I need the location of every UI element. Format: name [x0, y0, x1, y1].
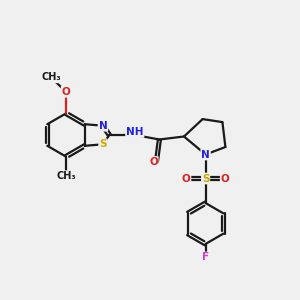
- Text: F: F: [202, 252, 209, 262]
- Text: N: N: [201, 149, 210, 160]
- Text: N: N: [99, 121, 107, 131]
- Text: NH: NH: [126, 127, 144, 137]
- Text: O: O: [149, 157, 158, 167]
- Text: O: O: [61, 87, 70, 97]
- Text: S: S: [202, 173, 209, 184]
- Text: S: S: [99, 139, 107, 149]
- Text: O: O: [221, 173, 230, 184]
- Text: CH₃: CH₃: [41, 72, 61, 82]
- Text: CH₃: CH₃: [56, 171, 76, 181]
- Text: O: O: [182, 173, 190, 184]
